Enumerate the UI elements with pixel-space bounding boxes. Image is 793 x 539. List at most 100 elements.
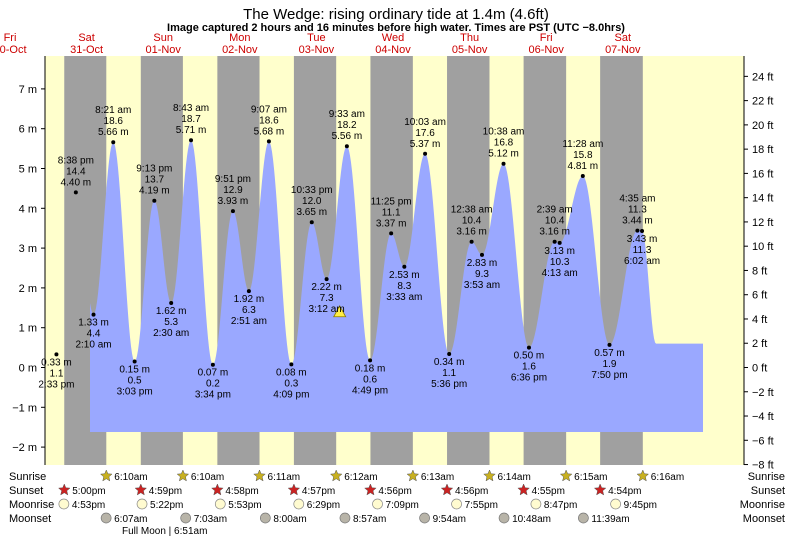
moonset-icon xyxy=(498,512,510,524)
tide-extreme-feet: 11.1 xyxy=(382,207,401,218)
y-tick-label-m: 6 m xyxy=(19,124,37,136)
almanac-rows: 6:10am 6:10am 6:11am 6:12am 6:13am 6:14am 6:15… xyxy=(57,469,684,525)
tide-extreme-point xyxy=(189,138,194,143)
tide-extreme-meters: 4.19 m xyxy=(139,186,170,197)
tide-extreme-feet: 18.7 xyxy=(181,114,201,125)
y-tick-label-ft: 16 ft xyxy=(752,168,773,180)
y-tick-label-ft: 4 ft xyxy=(752,314,767,326)
tide-extreme-feet: 12.0 xyxy=(302,196,322,207)
sunrise-time: 6:16am xyxy=(651,472,684,483)
tide-extreme-time: 2:10 am xyxy=(75,340,111,351)
tide-extreme-meters: 0.15 m xyxy=(119,365,150,376)
tide-extreme-feet: 0.5 xyxy=(128,376,142,387)
sunset-time: 4:55pm xyxy=(532,486,565,497)
tide-extreme-time: 10:33 pm xyxy=(291,185,333,196)
y-tick-label-ft: 12 ft xyxy=(752,217,773,229)
day-weekday-label: Sat xyxy=(615,32,632,44)
tide-extreme-point xyxy=(552,239,557,244)
tide-extreme-time: 9:33 am xyxy=(329,109,365,120)
day-weekday-label: Mon xyxy=(229,32,250,44)
tide-extreme-meters: 3.93 m xyxy=(218,196,249,207)
tide-extreme-feet: 0.6 xyxy=(363,374,377,385)
y-tick-label-ft: 0 ft xyxy=(752,363,767,375)
tide-extreme-point xyxy=(526,345,531,350)
y-tick-label-ft: −2 ft xyxy=(752,387,774,399)
day-weekday-label: Fri xyxy=(4,32,17,44)
tide-extreme-feet: 14.4 xyxy=(66,166,86,177)
tide-extreme-feet: 5.3 xyxy=(164,317,178,328)
day-date-label: 01-Nov xyxy=(145,44,181,56)
tide-extreme-time: 4:35 am xyxy=(619,194,655,205)
sunrise-time: 6:12am xyxy=(344,472,377,483)
y-tick-label-ft: 20 ft xyxy=(752,120,773,132)
moonset-icon xyxy=(578,512,589,524)
sunset-time: 4:58pm xyxy=(225,486,258,497)
moonrise-time: 4:53pm xyxy=(72,500,105,511)
sunrise-time: 6:14am xyxy=(497,472,530,483)
tide-extreme-time: 4:49 pm xyxy=(352,385,388,396)
moonrise-row-label-right: Moonrise xyxy=(740,499,785,511)
sunset-icon xyxy=(364,483,377,496)
sunset-icon xyxy=(287,483,301,496)
moonset-time: 8:57am xyxy=(353,514,386,525)
day-date-label: 30-Oct xyxy=(0,44,27,56)
tide-extreme-time: 7:50 pm xyxy=(591,370,627,381)
tide-extreme-point xyxy=(132,359,137,364)
y-tick-label-ft: 10 ft xyxy=(752,241,773,253)
tide-extreme-time: 9:07 am xyxy=(251,104,287,115)
tide-area-shape xyxy=(90,140,703,432)
y-tick-label-m: −2 m xyxy=(12,442,37,454)
tide-extreme-time: 11:25 pm xyxy=(371,196,412,207)
tide-extreme-meters: 0.07 m xyxy=(198,368,229,379)
tide-extreme-feet: 17.6 xyxy=(415,128,435,139)
moonrise-icon xyxy=(610,498,621,510)
sunset-icon xyxy=(517,483,530,496)
tide-extreme-feet: 1.6 xyxy=(522,362,536,373)
day-date-label: 06-Nov xyxy=(528,44,564,56)
moonrise-icon xyxy=(214,498,226,510)
tide-extreme-time: 6:36 pm xyxy=(511,373,547,384)
moonset-time: 9:54am xyxy=(433,514,466,525)
tide-extreme-meters: 2.22 m xyxy=(311,282,342,293)
day-weekday-label: Wed xyxy=(382,32,404,44)
chart-subtitle: Image captured 2 hours and 16 minutes be… xyxy=(167,22,625,34)
tide-extreme-time: 10:38 am xyxy=(483,127,525,138)
tide-extreme-meters: 1.33 m xyxy=(78,318,109,329)
moonrise-icon xyxy=(451,498,462,510)
current-level-marker xyxy=(333,304,347,318)
tide-extreme-point xyxy=(447,351,452,356)
moonset-time: 6:07am xyxy=(114,514,147,525)
tide-area xyxy=(90,140,703,432)
almanac-row-labels: Sunrise Sunset Moonrise Moonset Sunrise … xyxy=(9,471,785,537)
y-tick-label-m: 7 m xyxy=(19,84,37,96)
tide-extreme-point xyxy=(640,228,645,233)
day-weekday-label: Fri xyxy=(540,32,553,44)
y-tick-label-ft: 14 ft xyxy=(752,193,773,205)
tide-extreme-feet: 0.3 xyxy=(284,378,298,389)
y-tick-label-ft: 18 ft xyxy=(752,144,773,156)
tide-extreme-feet: 9.3 xyxy=(475,269,489,280)
tide-extreme-point xyxy=(246,289,251,294)
tide-extreme-point xyxy=(635,228,640,233)
tide-extreme-meters: 2.83 m xyxy=(467,258,498,269)
tide-extreme-meters: 3.16 m xyxy=(539,227,570,238)
sunset-time: 5:00pm xyxy=(72,486,105,497)
sunrise-icon xyxy=(636,469,650,482)
tide-extreme-point xyxy=(389,231,394,236)
tide-extreme-meters: 3.13 m xyxy=(544,246,575,257)
day-date-label: 05-Nov xyxy=(452,44,488,56)
day-date-label: 03-Nov xyxy=(299,44,335,56)
moonrise-time: 6:29pm xyxy=(307,500,340,511)
y-tick-label-m: 4 m xyxy=(19,203,37,215)
tide-extreme-time: 2:39 am xyxy=(537,205,573,216)
tide-extreme-point xyxy=(73,190,78,195)
sunrise-row-label: Sunrise xyxy=(9,471,46,483)
day-weekday-label: Tue xyxy=(307,32,326,44)
sunrise-icon xyxy=(329,469,343,482)
day-date-label: 07-Nov xyxy=(605,44,641,56)
tide-extreme-meters: 0.34 m xyxy=(434,357,465,368)
tide-extreme-feet: 18.2 xyxy=(337,120,357,131)
sunrise-icon xyxy=(483,469,496,482)
tide-extreme-time: 12:38 am xyxy=(451,205,493,216)
tide-extreme-feet: 1.1 xyxy=(49,368,63,379)
